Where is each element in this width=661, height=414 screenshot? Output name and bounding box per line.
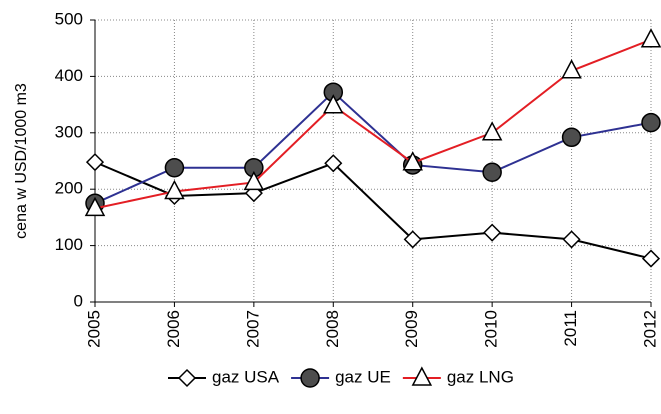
data-point xyxy=(562,230,581,249)
data-point xyxy=(483,223,502,242)
y-tick-label: 400 xyxy=(55,66,83,85)
x-tick-label: 2008 xyxy=(323,310,342,348)
data-point xyxy=(84,196,106,217)
legend-marker xyxy=(300,368,320,388)
data-point xyxy=(641,249,661,268)
y-tick-label: 100 xyxy=(55,235,83,254)
data-point xyxy=(85,153,105,172)
data-point xyxy=(402,151,423,171)
legend-label: gaz USA xyxy=(212,367,280,386)
y-tick-label: 500 xyxy=(55,9,83,28)
series-line xyxy=(94,161,652,260)
data-point xyxy=(164,158,185,178)
x-tick-label: 2005 xyxy=(84,310,103,348)
x-tick-label: 2009 xyxy=(402,310,421,348)
legend-marker xyxy=(177,368,197,388)
y-tick-label: 300 xyxy=(55,122,83,141)
data-point xyxy=(324,154,343,173)
data-point xyxy=(323,94,344,114)
data-point xyxy=(482,162,502,183)
x-tick-label: 2007 xyxy=(243,310,262,348)
series-line xyxy=(94,90,652,205)
x-tick-label: 2012 xyxy=(640,310,659,348)
legend-label: gaz LNG xyxy=(447,367,514,386)
series-line xyxy=(94,38,652,210)
x-tick-label: 2011 xyxy=(561,310,580,347)
data-point xyxy=(640,28,661,48)
data-point xyxy=(641,112,661,133)
x-tick-label: 2006 xyxy=(164,310,183,348)
data-point xyxy=(561,127,582,148)
data-point xyxy=(403,230,422,249)
data-point xyxy=(243,170,265,191)
y-axis-label: cena w USD/1000 m3 xyxy=(13,83,30,239)
legend-marker xyxy=(411,366,433,386)
data-point xyxy=(164,179,185,200)
data-point xyxy=(481,121,503,141)
y-tick-label: 0 xyxy=(74,291,83,310)
y-tick-label: 200 xyxy=(55,179,83,198)
x-tick-label: 2010 xyxy=(482,310,501,348)
legend-label: gaz UE xyxy=(335,367,391,386)
data-point xyxy=(561,59,582,79)
